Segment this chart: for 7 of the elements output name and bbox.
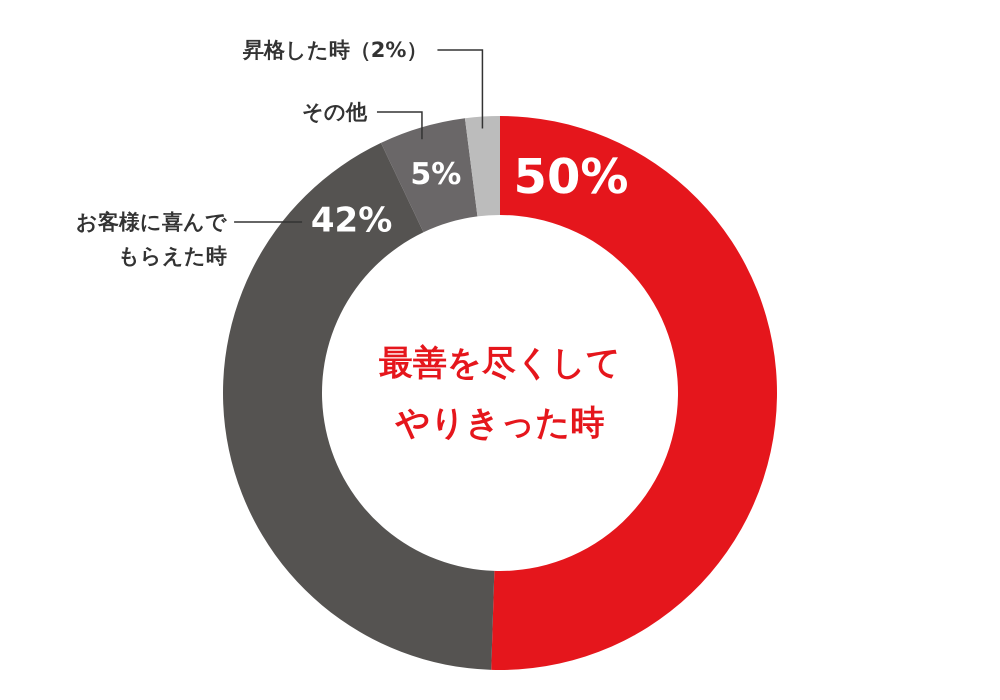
data-label: 50% — [514, 148, 628, 205]
data-label: 5% — [410, 157, 462, 192]
data-label: 42% — [310, 200, 392, 241]
slice-label: その他 — [302, 100, 368, 124]
slice-label: 昇格した時（2%） — [242, 38, 428, 62]
slice-label: 最善を尽くしてやりきった時 — [379, 343, 621, 443]
slice-label: お客様に喜んでもらえた時 — [76, 210, 228, 268]
